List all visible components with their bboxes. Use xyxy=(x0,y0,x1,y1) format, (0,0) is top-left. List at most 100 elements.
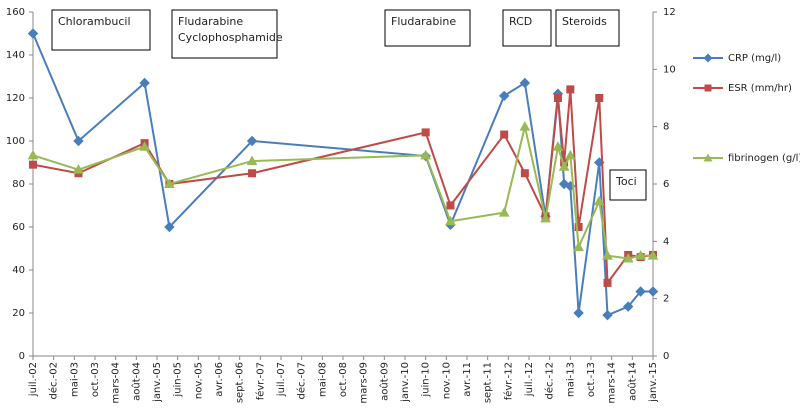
x-tick-label: oct.-13 xyxy=(586,362,597,397)
point xyxy=(73,164,84,174)
annotation-box xyxy=(384,9,471,47)
y-tick-label: 20 xyxy=(12,308,25,319)
point xyxy=(498,207,510,217)
x-tick-label: août-09 xyxy=(378,362,390,401)
x-tick-label: janv.-10 xyxy=(400,362,411,403)
series-line xyxy=(32,33,653,317)
annotation-box xyxy=(51,9,151,51)
annotation-text: Fludarabine xyxy=(391,15,456,28)
y-tick-label: 80 xyxy=(12,179,25,190)
point xyxy=(564,149,576,160)
point xyxy=(558,161,570,171)
point xyxy=(622,301,634,312)
x-tick-label: juil.-02 xyxy=(28,362,39,397)
annotation-box xyxy=(555,9,620,47)
x-tick-label: nov.-10 xyxy=(441,362,452,399)
legend-label: ESR (mm/hr) xyxy=(728,83,792,94)
point xyxy=(603,278,612,287)
x-tick-label: mars-09 xyxy=(359,362,370,404)
y-tick-label: 100 xyxy=(6,136,25,147)
x-tick-label: sept.-06 xyxy=(235,362,246,403)
annotation-text: Cyclophosphamide xyxy=(178,31,283,44)
x-tick-label: sept.-11 xyxy=(483,362,494,403)
legend-label: CRP (mg/l) xyxy=(728,53,781,64)
x-tick-label: févr.-07 xyxy=(254,362,266,400)
point xyxy=(246,155,258,166)
annotation-box xyxy=(609,169,647,201)
y2-tick-label: 0 xyxy=(663,351,669,362)
point xyxy=(573,241,584,252)
x-tick-label: mai-08 xyxy=(317,362,328,397)
point xyxy=(420,149,432,160)
point xyxy=(139,77,150,89)
point xyxy=(498,90,510,102)
point xyxy=(574,223,583,231)
point xyxy=(595,94,604,102)
point xyxy=(552,141,564,151)
point xyxy=(573,307,584,319)
x-tick-label: juil.-12 xyxy=(524,362,535,397)
point xyxy=(445,215,456,226)
x-tick-label: oct.-08 xyxy=(338,362,349,397)
legend-marker xyxy=(704,84,712,92)
point xyxy=(602,309,613,321)
x-tick-label: août-14 xyxy=(626,362,638,401)
point xyxy=(593,195,605,206)
x-tick-label: mars-14 xyxy=(607,362,618,404)
x-tick-label: oct.-03 xyxy=(90,362,101,397)
annotation-text: Steroids xyxy=(562,15,607,28)
annotation-text: RCD xyxy=(509,15,532,28)
y-tick-label: 140 xyxy=(6,50,25,61)
y2-tick-label: 6 xyxy=(663,179,669,190)
x-tick-label: juin-05 xyxy=(173,362,184,398)
legend-label: fibrinogen (g/l) xyxy=(728,153,800,164)
x-tick-label: août-04 xyxy=(130,362,142,401)
x-tick-label: janv.-15 xyxy=(648,362,659,403)
point xyxy=(622,253,634,263)
point xyxy=(519,121,531,131)
annotation-box xyxy=(502,9,552,47)
point xyxy=(73,135,84,147)
series-line xyxy=(32,89,654,286)
x-tick-label: févr.-12 xyxy=(502,362,514,400)
y-tick-label: 60 xyxy=(12,222,25,233)
point xyxy=(29,160,37,169)
point xyxy=(246,135,258,147)
legend-marker xyxy=(703,153,713,162)
y-tick-label: 0 xyxy=(19,351,25,362)
y2-tick-label: 12 xyxy=(663,7,676,18)
x-tick-label: juil.-07 xyxy=(276,362,287,397)
y2-tick-label: 10 xyxy=(663,64,676,75)
y-tick-label: 120 xyxy=(6,93,25,104)
annotation: Chlorambucil xyxy=(51,9,151,51)
point xyxy=(635,250,646,260)
point xyxy=(164,178,175,188)
annotation: RCD xyxy=(502,9,552,47)
point xyxy=(647,286,659,297)
x-tick-label: déc.-07 xyxy=(296,362,308,400)
annotation: Fludarabine Cyclophosphamide xyxy=(171,9,283,59)
point xyxy=(27,28,39,39)
y2-tick-label: 2 xyxy=(663,294,669,305)
y2-tick-label: 4 xyxy=(663,236,669,247)
y-tick-label: 160 xyxy=(6,7,25,18)
annotation: Fludarabine xyxy=(384,9,471,47)
y-tick-label: 40 xyxy=(12,265,25,276)
point xyxy=(635,286,646,297)
point xyxy=(500,130,509,139)
y2-tick-label: 8 xyxy=(663,122,669,133)
point xyxy=(553,94,562,102)
point xyxy=(647,250,659,260)
annotation: Steroids xyxy=(555,9,620,47)
x-tick-label: mai-03 xyxy=(69,362,80,397)
point xyxy=(520,169,529,178)
point xyxy=(540,212,551,223)
x-tick-label: mars-04 xyxy=(111,362,122,404)
x-tick-label: juin-10 xyxy=(421,362,432,398)
x-tick-label: déc.-02 xyxy=(48,362,60,400)
point xyxy=(139,141,150,151)
point xyxy=(248,169,257,178)
point xyxy=(446,201,455,210)
x-tick-label: nov.-05 xyxy=(193,362,204,399)
